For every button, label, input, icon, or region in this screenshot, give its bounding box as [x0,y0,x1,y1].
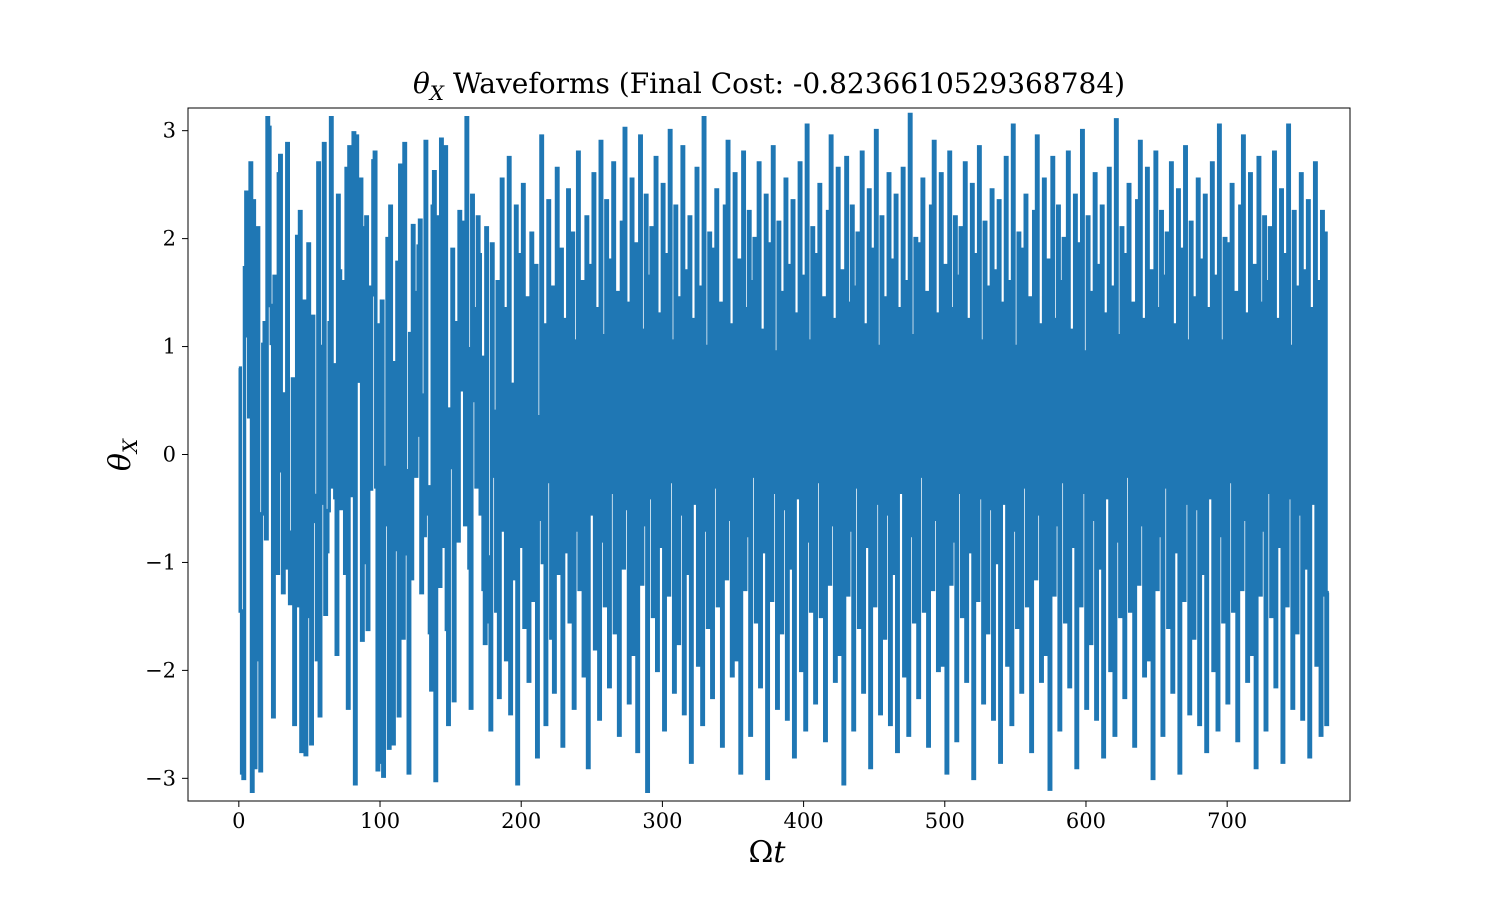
y-axis-label-symbol: θ [103,453,138,471]
x-tick-label: 0 [232,809,245,833]
x-tick-label: 100 [360,809,400,833]
y-tick-label: −3 [145,766,176,790]
y-axis-label: θX [103,438,142,471]
x-axis: 0 100 200 300 400 500 600 700 [232,801,1247,833]
x-tick-label: 300 [642,809,682,833]
chart-title-symbol: θ [413,67,430,100]
y-tick-label: −1 [145,550,176,574]
x-axis-label-var: t [773,835,786,870]
x-axis-label-symbol: Ω [749,835,774,870]
y-tick-label: 1 [163,335,176,359]
x-axis-label: Ωt [749,835,787,870]
chart-title-subscript: X [428,81,445,105]
chart-title: θX Waveforms (Final Cost: -0.82366105293… [413,67,1125,105]
y-axis: −3 −2 −1 0 1 2 3 [145,119,188,790]
y-tick-label: 3 [163,119,176,143]
y-tick-label: 0 [163,443,176,467]
x-tick-label: 500 [925,809,965,833]
chart-title-text: Waveforms (Final Cost: -0.82366105293687… [444,67,1125,100]
y-tick-label: −2 [145,658,176,682]
y-tick-label: 2 [163,227,176,251]
series-line [238,112,1330,794]
x-tick-label: 200 [501,809,541,833]
y-axis-label-subscript: X [118,438,142,455]
x-tick-label: 600 [1066,809,1106,833]
x-tick-label: 400 [784,809,824,833]
x-tick-label: 700 [1207,809,1247,833]
